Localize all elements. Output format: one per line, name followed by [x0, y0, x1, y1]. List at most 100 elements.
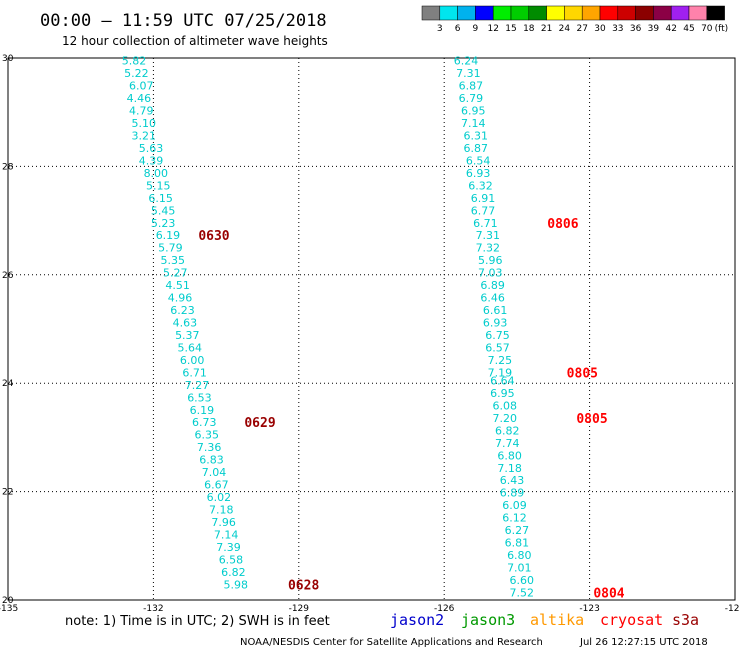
- colorbar-swatch: [635, 5, 654, 21]
- grid-lines: [8, 58, 735, 600]
- wave-height-value: 6.95: [461, 105, 486, 118]
- colorbar-swatch: [457, 5, 476, 21]
- wave-height-value: 7.04: [202, 466, 227, 479]
- colorbar-label: 30: [594, 24, 606, 34]
- wave-height-value: 5.10: [131, 117, 156, 130]
- chart-subtitle: 12 hour collection of altimeter wave hei…: [62, 34, 328, 48]
- wave-height-value: 6.79: [459, 92, 484, 105]
- wave-height-value: 6.75: [485, 329, 510, 342]
- colorbar-swatch: [492, 5, 512, 21]
- colorbar-unit: (ft): [715, 24, 729, 34]
- colorbar-swatch: [439, 5, 458, 21]
- colorbar-swatch: [421, 5, 441, 21]
- colorbar-label: 15: [505, 24, 516, 34]
- colorbar-label: 70: [701, 24, 713, 34]
- footer-timestamp: Jul 26 12:27:15 UTC 2018: [579, 637, 708, 648]
- colorbar-swatch: [706, 5, 725, 21]
- satellite-legend-jason2: jason2: [390, 611, 444, 629]
- wave-height-value: 7.01: [507, 561, 532, 574]
- colorbar-label: 9: [473, 24, 479, 34]
- wave-height-value: 6.73: [192, 416, 217, 429]
- wave-height-value: 5.45: [151, 204, 176, 217]
- colorbar-swatch: [670, 5, 690, 21]
- pass-time-label: 0805: [567, 366, 598, 381]
- wave-height-value: 6.60: [509, 574, 534, 587]
- wave-height-value: 6.91: [471, 192, 496, 205]
- wave-height-value: 6.53: [187, 391, 212, 404]
- wave-height-value: 6.80: [507, 549, 532, 562]
- wave-height-value: 6.61: [483, 304, 508, 317]
- wave-height-value: 6.02: [207, 491, 232, 504]
- wave-height-value: 4.39: [139, 154, 164, 167]
- x-tick-label: -120: [725, 604, 740, 614]
- wave-height-value: 4.46: [127, 92, 152, 105]
- wave-height-value: 7.20: [493, 412, 518, 425]
- colorbar-swatch: [653, 5, 672, 21]
- wave-height-value: 5.27: [163, 267, 188, 280]
- wave-height-value: 7.27: [185, 379, 210, 392]
- wave-height-value: 6.19: [156, 229, 181, 242]
- satellite-legend-jason3: jason3: [461, 611, 515, 629]
- wave-height-value: 6.46: [480, 292, 505, 305]
- colorbar-label: 33: [612, 24, 623, 34]
- wave-height-value: 5.79: [158, 242, 183, 255]
- wave-height-value: 7.19: [488, 366, 513, 379]
- wave-height-value: 3.21: [131, 130, 156, 143]
- wave-height-value: 6.12: [502, 512, 527, 525]
- pass-time-label: 0804: [593, 586, 624, 601]
- wave-height-value: 4.96: [168, 292, 193, 305]
- x-axis-ticks: -135 -132 -129 -126 -123 -120: [0, 604, 740, 614]
- wave-height-value: 6.00: [180, 354, 205, 367]
- wave-height-value: 6.89: [500, 487, 525, 500]
- colorbar-label: 42: [665, 24, 676, 34]
- satellite-legend-cryosat: cryosat: [600, 611, 663, 629]
- wave-height-value: 7.39: [216, 541, 241, 554]
- x-tick-label: -135: [0, 604, 18, 614]
- wave-height-value: 7.18: [209, 503, 234, 516]
- colorbar-swatch: [599, 5, 619, 21]
- colorbar-swatch: [510, 5, 530, 21]
- x-tick-label: -126: [434, 604, 455, 614]
- wave-height-value: 5.22: [124, 67, 149, 80]
- wave-height-value: 7.32: [476, 242, 501, 255]
- colorbar-swatch: [688, 5, 708, 21]
- wave-height-value: 7.31: [456, 67, 481, 80]
- wave-height-value: 7.14: [214, 528, 239, 541]
- wave-height-value: 6.93: [483, 316, 508, 329]
- satellite-legend-s3a: s3a: [672, 611, 699, 629]
- wave-height-value: 7.18: [497, 462, 522, 475]
- wave-height-value: 7.14: [461, 117, 486, 130]
- wave-height-value: 5.96: [478, 254, 503, 267]
- wave-height-value: 6.31: [463, 130, 488, 143]
- pass-labels: 0630 0629 0628 0806 0805 0805 0804: [198, 217, 624, 602]
- colorbar-swatch: [617, 5, 636, 21]
- y-tick-label: 20: [2, 596, 14, 606]
- wave-height-value: 6.07: [129, 80, 154, 93]
- x-tick-label: -132: [143, 604, 163, 614]
- wave-height-value: 6.71: [182, 366, 207, 379]
- satellite-legend: jason2 jason3 altika cryosat s3a: [390, 611, 699, 629]
- wave-height-value: 5.15: [146, 179, 171, 192]
- wave-height-value: 4.63: [173, 316, 198, 329]
- wave-height-value: 8.00: [144, 167, 169, 180]
- wave-height-value: 7.74: [495, 437, 520, 450]
- colorbar-label: 18: [523, 24, 535, 34]
- y-tick-label: 28: [2, 162, 14, 172]
- x-tick-label: -123: [579, 604, 599, 614]
- wave-height-value: 5.63: [139, 142, 164, 155]
- wave-height-value: 7.96: [211, 516, 236, 529]
- wave-height-value: 6.24: [454, 55, 479, 68]
- satellite-legend-altika: altika: [530, 611, 584, 629]
- wave-height-value: 5.82: [122, 55, 147, 68]
- pass-time-label: 0630: [198, 229, 229, 244]
- wave-height-value: 5.37: [175, 329, 200, 342]
- plot-border: [7, 57, 736, 601]
- wave-height-value: 7.25: [488, 354, 513, 367]
- y-axis-ticks: 20 22 24 26 28 30: [2, 54, 14, 606]
- y-tick-label: 22: [2, 488, 13, 498]
- wave-height-value: 6.15: [148, 192, 173, 205]
- wave-height-value: 6.23: [170, 304, 195, 317]
- colorbar-swatch: [475, 5, 494, 21]
- colorbar-swatch: [564, 5, 583, 21]
